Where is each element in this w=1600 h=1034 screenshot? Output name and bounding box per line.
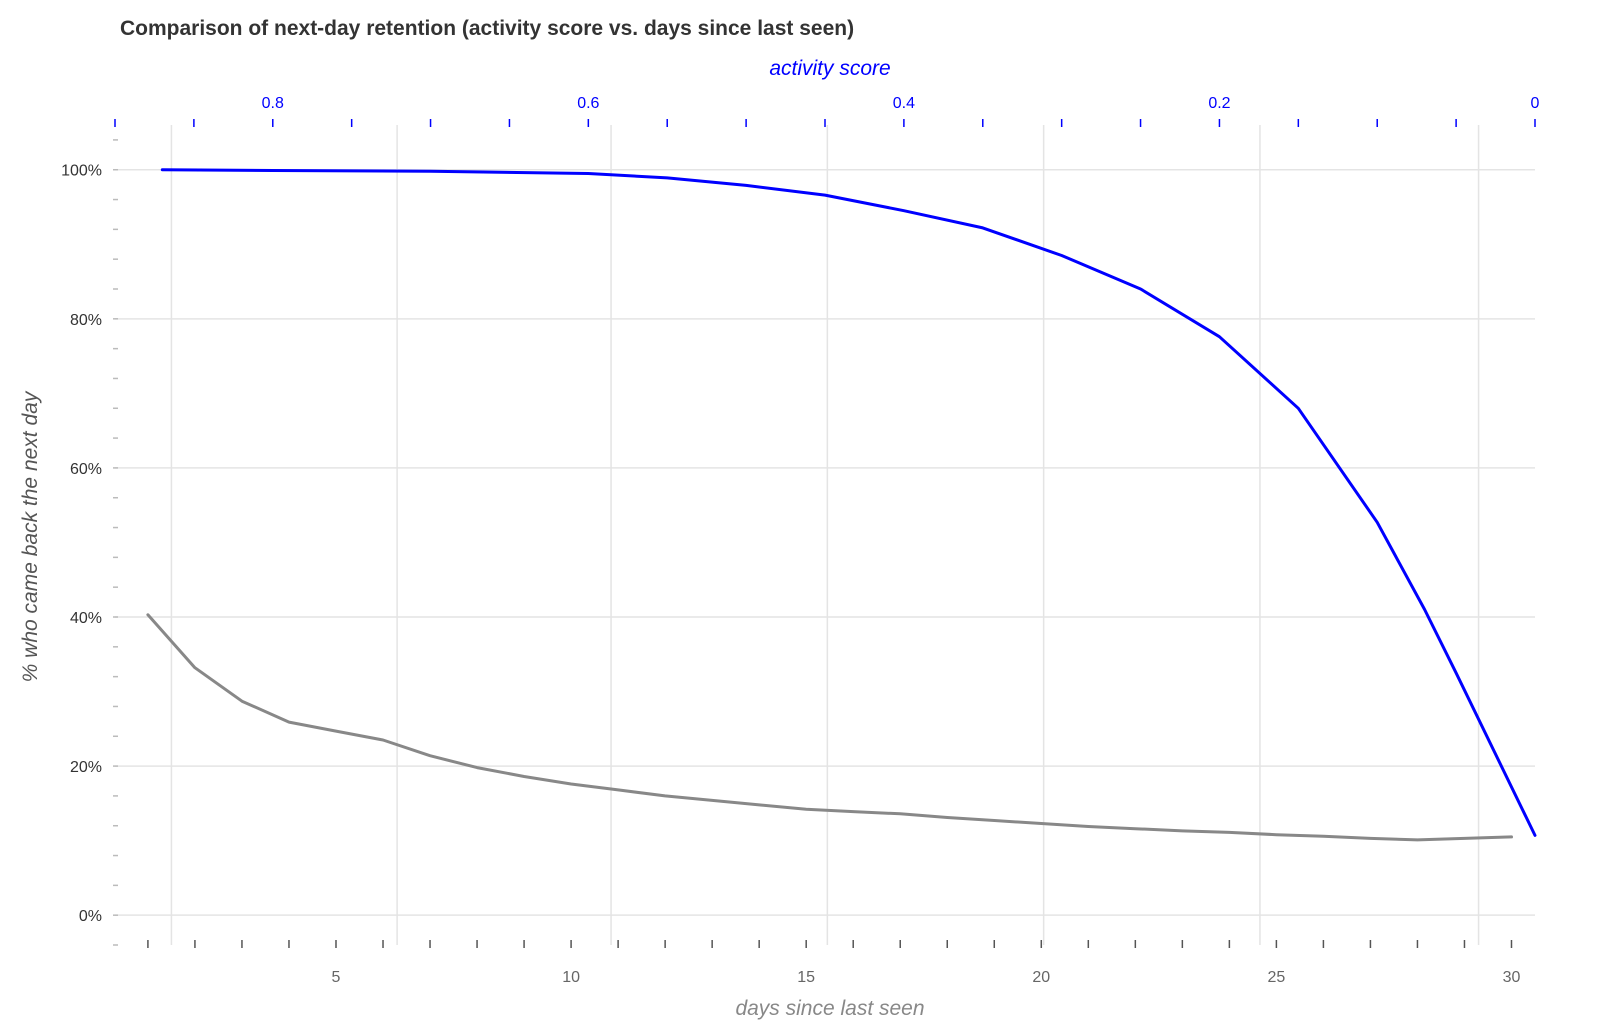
gridlines <box>115 125 1535 945</box>
axis-ticks <box>113 119 1536 948</box>
x-tick-label: 10 <box>562 969 580 986</box>
x-tick-label: 30 <box>1503 969 1521 986</box>
x-tick-label: 5 <box>332 969 341 986</box>
x2-tick-label: 0.2 <box>1208 95 1230 112</box>
chart-title: Comparison of next-day retention (activi… <box>120 17 854 40</box>
y-tick-label: 20% <box>70 759 102 776</box>
x-tick-label: 25 <box>1267 969 1285 986</box>
bottom-axis-title: days since last seen <box>735 997 924 1020</box>
x2-tick-label: 0.4 <box>893 95 915 112</box>
tick-labels: 0% 20% 40% 60% 80% 100% 5 10 15 20 25 30 0.8 0.6 0.4 0.… <box>61 95 1539 986</box>
y-axis-title: % who came back the next day <box>19 390 42 682</box>
series-lines <box>146 168 1537 842</box>
activity-score-series-line <box>160 168 1537 837</box>
x2-tick-label: 0 <box>1531 95 1540 112</box>
y-tick-label: 100% <box>61 163 102 180</box>
x-tick-label: 15 <box>797 969 815 986</box>
days-since-last-seen-series-line <box>146 613 1513 842</box>
x-tick-label: 20 <box>1032 969 1050 986</box>
top-axis-title: activity score <box>769 57 890 80</box>
y-tick-label: 80% <box>70 312 102 329</box>
x2-tick-label: 0.8 <box>262 95 284 112</box>
x2-tick-label: 0.6 <box>577 95 599 112</box>
y-tick-label: 0% <box>79 908 102 925</box>
y-tick-label: 60% <box>70 461 102 478</box>
y-tick-label: 40% <box>70 610 102 627</box>
